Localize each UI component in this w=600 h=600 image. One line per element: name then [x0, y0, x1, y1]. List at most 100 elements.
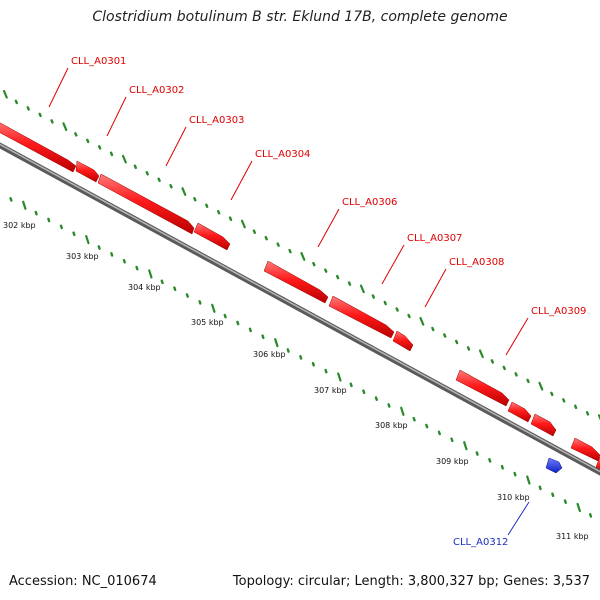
gene-label[interactable]: CLL_A0308	[449, 257, 504, 268]
major-tick	[419, 316, 425, 326]
gene-arrow[interactable]	[507, 401, 532, 423]
minor-tick	[526, 378, 530, 384]
gene-arrow[interactable]	[530, 413, 557, 437]
gene-arrow[interactable]	[570, 437, 600, 462]
callout-line	[165, 126, 187, 167]
major-tick	[85, 234, 90, 245]
minor-tick	[412, 416, 416, 422]
gene-arrow[interactable]	[392, 330, 414, 352]
tick-label: 308 kbp	[375, 421, 408, 430]
minor-tick	[109, 151, 114, 157]
gene-label[interactable]: CLL_A0312	[453, 537, 508, 548]
minor-tick	[312, 261, 316, 267]
major-tick	[121, 154, 127, 164]
tick-label: 303 kbp	[66, 252, 99, 261]
gene-label[interactable]: CLL_A0303	[189, 115, 244, 126]
minor-tick	[145, 171, 149, 176]
gene-label[interactable]: CLL_A0307	[407, 233, 462, 244]
major-tick	[538, 381, 544, 391]
forward-genes	[0, 120, 600, 475]
minor-tick	[252, 229, 256, 234]
callout-line	[505, 317, 529, 356]
reverse-gene-arrow[interactable]	[545, 457, 563, 474]
minor-tick	[311, 361, 315, 367]
position-tick-labels: 302 kbp 303 kbp 304 kbp 305 kbp 306 kbp 307 k…	[3, 221, 589, 541]
major-tick	[274, 338, 279, 348]
gene-arrow[interactable]	[0, 120, 77, 173]
minor-tick	[97, 145, 102, 150]
minor-tick	[443, 333, 447, 338]
minor-tick	[383, 300, 387, 306]
gene-label[interactable]: CLL_A0306	[342, 197, 397, 208]
gene-label[interactable]: CLL_A0302	[129, 85, 184, 96]
minor-tick	[228, 216, 233, 221]
minor-tick	[157, 177, 161, 183]
gene-arrow[interactable]	[75, 160, 100, 183]
inner-tick-row	[9, 197, 593, 518]
gene-arrow[interactable]	[595, 456, 600, 475]
callout-line	[507, 501, 530, 536]
gene-label[interactable]: CLL_A0309	[531, 306, 586, 317]
tick-label: 304 kbp	[128, 283, 161, 292]
minor-tick	[86, 138, 90, 144]
major-tick	[300, 252, 306, 261]
minor-tick	[513, 471, 517, 477]
minor-tick	[97, 245, 101, 250]
accession-text: Accession: NC_010674	[9, 574, 157, 589]
genome-stats-text: Topology: circular; Length: 3,800,327 bp…	[232, 574, 590, 589]
major-tick	[2, 89, 8, 99]
minor-tick	[551, 492, 555, 498]
minor-tick	[173, 286, 177, 292]
genome-backbone	[0, 142, 600, 476]
tick-label: 305 kbp	[191, 318, 224, 327]
minor-tick	[110, 252, 114, 257]
tick-label: 306 kbp	[253, 350, 286, 359]
minor-tick	[205, 203, 209, 208]
minor-tick	[50, 119, 54, 124]
tick-label: 310 kbp	[497, 493, 530, 502]
minor-tick	[135, 265, 139, 271]
minor-tick	[437, 430, 441, 436]
minor-tick	[374, 396, 378, 401]
map-title: Clostridium botulinum B str. Eklund 17B,…	[92, 9, 508, 25]
major-tick	[478, 349, 484, 359]
minor-tick	[216, 209, 221, 215]
minor-tick	[248, 327, 252, 333]
gene-arrow[interactable]	[193, 222, 231, 251]
gene-label[interactable]: CLL_A0304	[255, 149, 310, 160]
major-tick	[211, 303, 216, 313]
minor-tick	[347, 281, 352, 286]
minor-tick	[9, 197, 13, 202]
minor-tick	[490, 359, 494, 364]
minor-tick	[324, 268, 328, 273]
minor-tick	[589, 513, 593, 518]
minor-tick	[455, 339, 459, 345]
minor-tick	[371, 294, 375, 299]
minor-tick	[431, 326, 435, 332]
minor-tick	[185, 293, 189, 298]
major-tick	[526, 475, 531, 485]
gene-arrow[interactable]	[97, 173, 195, 235]
minor-tick	[500, 464, 504, 470]
minor-tick	[514, 372, 518, 377]
minor-tick	[336, 274, 340, 280]
minor-tick	[169, 184, 173, 189]
gene-arrow[interactable]	[263, 260, 329, 304]
major-tick	[62, 122, 68, 132]
minor-tick	[538, 485, 542, 491]
tick-label: 309 kbp	[436, 457, 469, 466]
minor-tick	[122, 258, 126, 264]
tick-label: 307 kbp	[314, 386, 347, 395]
minor-tick	[299, 355, 303, 360]
callout-line	[106, 96, 127, 137]
gene-arrow[interactable]	[328, 295, 395, 339]
minor-tick	[38, 112, 42, 118]
minor-tick	[425, 423, 429, 429]
gene-label[interactable]: CLL_A0301	[71, 56, 126, 67]
minor-tick	[47, 217, 51, 223]
callout-line	[317, 208, 340, 248]
minor-tick	[264, 235, 268, 241]
gene-arrow[interactable]	[455, 369, 510, 407]
minor-tick	[223, 313, 227, 319]
